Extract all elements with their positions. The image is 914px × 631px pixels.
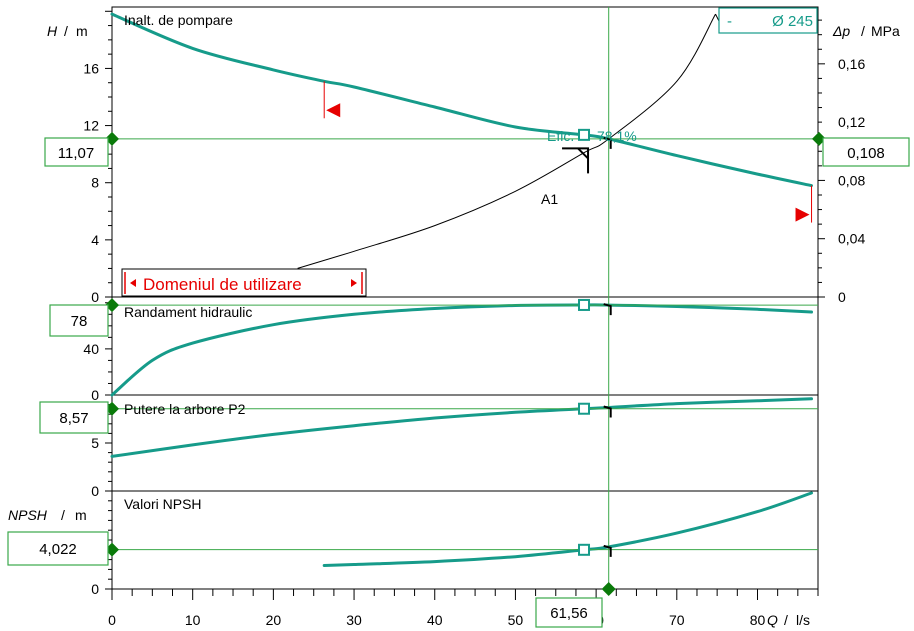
readout-h-value: 11,07 xyxy=(58,145,94,162)
readout-dp: 0,108 xyxy=(822,137,910,167)
q-axis-label: Q / l/s xyxy=(767,612,810,628)
x-tick-label: 40 xyxy=(427,612,443,628)
pump-curve-2 xyxy=(110,397,813,458)
readout-q: 61,56 xyxy=(535,597,603,628)
impeller-diameter-label: Ø 245 xyxy=(772,13,813,30)
readout-efficiency-frame xyxy=(49,304,109,337)
dp-axis-unit: MPa xyxy=(871,23,900,39)
npsh-axis-slash: / xyxy=(61,507,65,523)
best-efficiency-square-icon xyxy=(578,128,591,141)
dp-tick-label: 0,16 xyxy=(838,56,865,72)
power-panel-title: Putere la arbore P2 xyxy=(124,401,246,417)
y-tick-label: 0 xyxy=(91,581,99,597)
impeller-prefix: - xyxy=(727,13,732,30)
y-tick-label: 16 xyxy=(83,60,99,76)
system-curve xyxy=(297,13,716,269)
panel-head-frame xyxy=(111,6,819,298)
efficiency-label: Efic. xyxy=(547,128,574,144)
npsh-axis-unit: m xyxy=(75,507,87,523)
q-axis-symbol: Q xyxy=(767,612,778,628)
efficiency-value: 78,1% xyxy=(597,128,637,144)
x-tick-label: 80 xyxy=(750,612,766,628)
best-efficiency-square-icon xyxy=(578,543,591,556)
head-panel-title: Inalt. de pompare xyxy=(124,12,233,28)
h-axis-label: H / m xyxy=(47,23,88,39)
q-axis-unit: l/s xyxy=(796,612,810,628)
range-box-frame xyxy=(121,268,367,297)
intersection-mark-icon xyxy=(603,405,612,418)
impeller-diameter-box: - Ø 245 xyxy=(718,7,818,34)
readout-dp-frame xyxy=(822,137,910,167)
pump-curve-1 xyxy=(110,303,813,397)
pump-curve-0 xyxy=(110,12,813,188)
readout-efficiency: 78 xyxy=(49,304,109,337)
range-left-arrow-icon xyxy=(130,279,136,287)
efficiency-annotation: Efic. 78,1% xyxy=(547,128,637,144)
efficiency-panel-title: Randament hidraulic xyxy=(124,304,252,320)
readout-npsh: 4,022 xyxy=(7,531,109,566)
impeller-box-frame xyxy=(718,7,818,34)
x-tick-label: 10 xyxy=(185,612,201,628)
x-tick-label: 50 xyxy=(508,612,524,628)
y-tick-label: 4 xyxy=(91,232,99,248)
y-tick-label: 0 xyxy=(91,289,99,305)
range-of-use-box: Domeniul de utilizare xyxy=(121,268,367,297)
intersection-mark-icon xyxy=(603,136,612,149)
dp-axis-slash: / xyxy=(861,23,865,39)
y-tick-label: 12 xyxy=(83,118,99,134)
range-right-arrow-icon xyxy=(351,279,357,287)
readout-dp-value: 0,108 xyxy=(847,145,885,162)
y-tick-label: 5 xyxy=(91,435,99,451)
dp-tick-label: 0,04 xyxy=(838,231,865,247)
npsh-axis-label: NPSH / m xyxy=(8,507,87,523)
x-tick-label: 20 xyxy=(266,612,282,628)
x-tick-label: 30 xyxy=(346,612,362,628)
npsh-panel-title: Valori NPSH xyxy=(124,496,202,512)
overlay-layer xyxy=(105,7,826,596)
x-tick-label: 0 xyxy=(108,612,116,628)
max-flow-limit-arrow-icon xyxy=(795,207,810,222)
dp-tick-label: 0,08 xyxy=(838,172,865,188)
readout-q-value: 61,56 xyxy=(550,605,588,622)
x-tick-label: 70 xyxy=(669,612,685,628)
best-efficiency-square-icon xyxy=(578,402,591,415)
readout-power: 8,57 xyxy=(39,401,109,434)
range-of-use-label: Domeniul de utilizare xyxy=(143,275,302,294)
h-axis-unit: m xyxy=(76,23,88,39)
y-tick-label: 0 xyxy=(91,387,99,403)
q-diamond-marker-icon xyxy=(601,582,616,596)
best-efficiency-square-icon xyxy=(578,298,591,311)
readout-efficiency-value: 78 xyxy=(71,313,88,330)
readout-h: 11,07 xyxy=(44,137,109,167)
h-axis-slash: / xyxy=(64,23,68,39)
y-tick-label: 8 xyxy=(91,175,99,191)
pump-curve-3 xyxy=(322,491,813,567)
a1-point-marker-icon xyxy=(562,147,590,174)
min-flow-limit-arrow-icon xyxy=(326,103,341,118)
y-tick-label: 40 xyxy=(83,341,99,357)
h-axis-symbol: H xyxy=(47,23,58,39)
readout-npsh-value: 4,022 xyxy=(39,541,77,558)
readout-power-frame xyxy=(39,401,109,434)
intersection-mark-icon xyxy=(603,544,612,557)
readout-h-frame xyxy=(44,137,109,167)
a1-point-marker-diag xyxy=(577,147,589,160)
readout-npsh-frame xyxy=(7,531,109,566)
dp-tick-label: 0,12 xyxy=(838,114,865,130)
y-tick-label: 0 xyxy=(91,483,99,499)
dp-axis-label: Δp / MPa xyxy=(832,23,900,39)
intersection-mark-icon xyxy=(603,303,612,316)
readout-q-frame xyxy=(535,597,603,628)
q-axis-slash: / xyxy=(784,612,788,628)
panel-frames xyxy=(111,6,819,590)
npsh-axis-symbol: NPSH xyxy=(8,507,48,523)
operating-point-label: A1 xyxy=(541,191,558,207)
dp-tick-label: 0 xyxy=(838,289,846,305)
readout-power-value: 8,57 xyxy=(59,410,88,427)
dp-axis-symbol: Δp xyxy=(832,23,850,39)
